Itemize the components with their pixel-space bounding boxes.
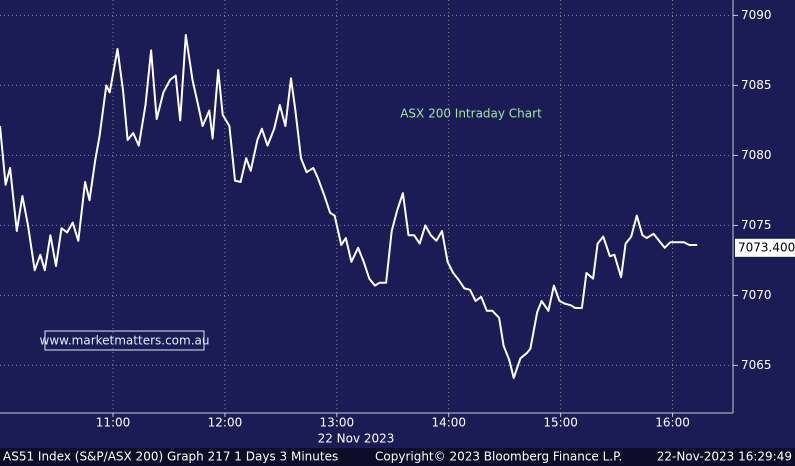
price-line bbox=[0, 34, 698, 379]
y-tick-label: 7070 bbox=[741, 288, 772, 302]
annotation-box bbox=[44, 330, 205, 351]
x-tick-label: 13:00 bbox=[320, 416, 355, 430]
footer-bar bbox=[0, 448, 795, 466]
chart-title: ASX 200 Intraday Chart bbox=[400, 107, 542, 121]
footer-timestamp: 22-Nov-2023 16:29:49 bbox=[657, 450, 792, 464]
footer-copyright: Copyright© 2023 Bloomberg Finance L.P. bbox=[375, 450, 622, 464]
last-value-label: 7073.400 bbox=[738, 240, 795, 254]
y-tick-label: 7080 bbox=[741, 148, 772, 162]
y-tick-label: 7075 bbox=[741, 218, 772, 232]
y-tick-label: 7085 bbox=[741, 78, 772, 92]
annotation: www.marketmatters.com.au bbox=[40, 334, 210, 348]
x-tick-label: 11:00 bbox=[96, 416, 131, 430]
y-tick-label: 7090 bbox=[741, 8, 772, 22]
last-value-tag bbox=[735, 238, 795, 257]
x-tick-label: 14:00 bbox=[431, 416, 466, 430]
y-tick-label: 7065 bbox=[741, 358, 772, 372]
footer-security: AS51 Index (S&P/ASX 200) Graph 217 1 Day… bbox=[3, 450, 338, 464]
x-tick-label: 16:00 bbox=[655, 416, 690, 430]
x-axis-label: 22 Nov 2023 bbox=[318, 432, 395, 446]
x-tick-label: 15:00 bbox=[543, 416, 578, 430]
x-tick-label: 12:00 bbox=[208, 416, 243, 430]
